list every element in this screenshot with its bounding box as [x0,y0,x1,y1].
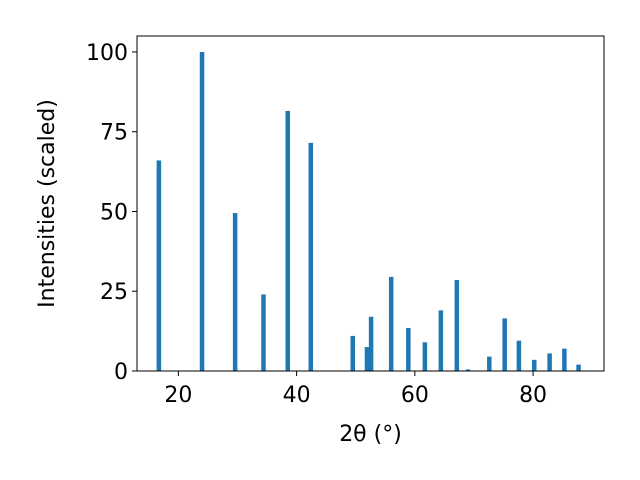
bar [261,294,266,371]
bar [454,280,460,371]
x-axis-ticks: 20 40 60 80 [164,371,547,408]
bar [465,369,471,371]
y-axis-ticks: 0 25 50 75 100 [86,41,137,385]
x-tick-label: 80 [519,383,547,408]
bar [364,347,370,371]
y-axis-label: Intensities (scaled) [35,99,60,308]
y-tick-label: 25 [100,280,128,305]
y-tick-label: 0 [114,360,128,385]
bar [350,335,356,371]
bar [308,142,314,371]
y-tick-label: 100 [86,41,128,66]
bar [368,316,374,371]
bar [156,160,162,371]
bar [562,348,567,371]
bar [547,353,552,371]
y-tick-label: 75 [100,121,128,146]
bar [516,340,522,371]
bar [199,51,205,371]
bar [232,213,238,371]
bar [406,327,411,371]
bar [438,310,444,371]
x-axis-label: 2θ (°) [339,422,402,447]
bar [285,110,290,371]
bar [576,364,581,371]
y-tick-label: 50 [100,200,128,225]
bar [422,342,428,371]
bar [532,359,537,371]
bar [388,276,394,371]
x-tick-label: 40 [283,383,311,408]
bar [502,318,507,371]
bar [487,356,492,371]
x-tick-label: 20 [164,383,192,408]
plot-frame [136,35,605,372]
bars-group [156,51,581,371]
x-tick-label: 60 [401,383,429,408]
